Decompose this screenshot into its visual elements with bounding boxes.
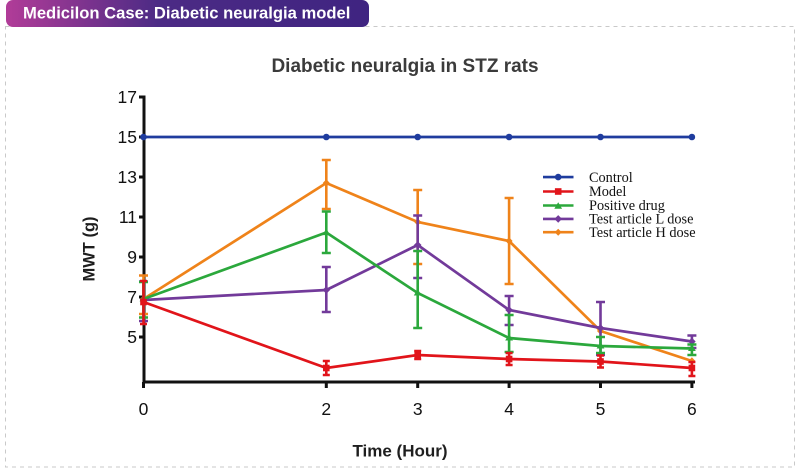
svg-text:Time (Hour): Time (Hour)	[352, 442, 447, 461]
svg-text:Test article L dose: Test article L dose	[589, 212, 693, 228]
svg-text:5: 5	[127, 327, 137, 347]
svg-text:2: 2	[321, 399, 331, 419]
svg-text:3: 3	[413, 399, 423, 419]
svg-text:15: 15	[118, 127, 137, 147]
svg-text:4: 4	[504, 399, 514, 419]
svg-text:5: 5	[596, 399, 606, 419]
svg-text:Model: Model	[589, 184, 626, 200]
svg-text:Positive drug: Positive drug	[589, 198, 665, 214]
svg-text:0: 0	[139, 399, 149, 419]
svg-text:17: 17	[118, 87, 137, 107]
svg-text:MWT (g): MWT (g)	[81, 216, 99, 281]
svg-text:Medicilon Case: Diabetic neura: Medicilon Case: Diabetic neuralgia model	[23, 3, 350, 22]
svg-text:7: 7	[127, 287, 137, 307]
svg-text:9: 9	[127, 247, 137, 267]
svg-text:Test article H dose: Test article H dose	[589, 225, 696, 241]
svg-text:13: 13	[118, 167, 137, 187]
svg-text:11: 11	[119, 207, 137, 227]
svg-text:Diabetic neuralgia in STZ rats: Diabetic neuralgia in STZ rats	[271, 56, 538, 77]
svg-text:Control: Control	[589, 170, 633, 186]
svg-text:6: 6	[687, 399, 697, 419]
